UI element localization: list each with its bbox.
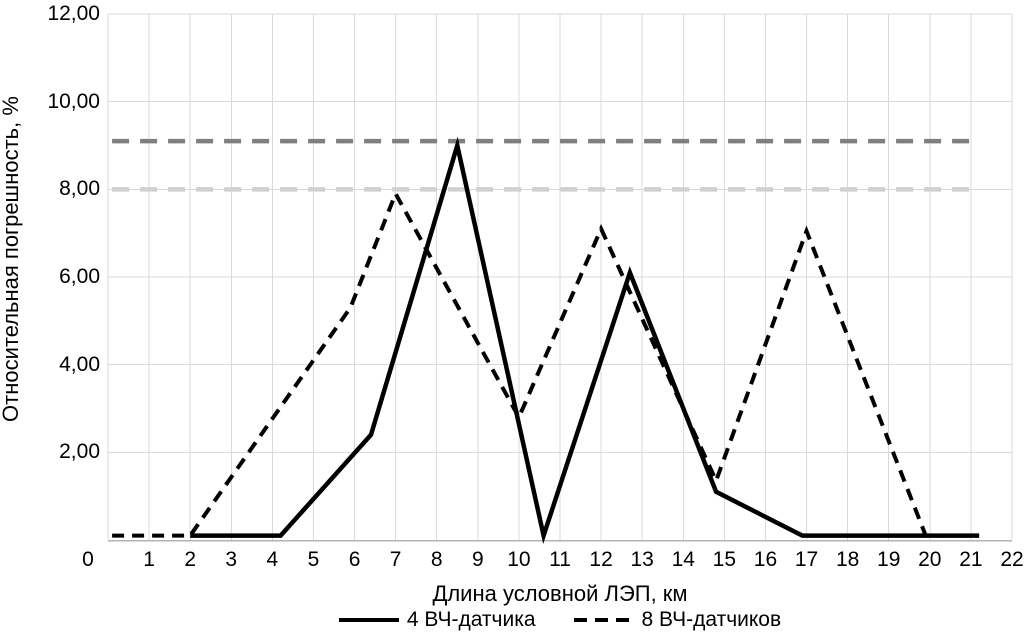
x-tick-label: 12 — [589, 548, 613, 571]
x-tick-label: 15 — [712, 548, 737, 571]
x-tick-label: 6 — [348, 548, 361, 571]
x-tick-label: 7 — [389, 548, 402, 571]
x-tick-label: 11 — [549, 548, 571, 571]
legend-label: 8 ВЧ-датчиков — [641, 608, 782, 631]
x-tick-label: 2 — [184, 548, 197, 571]
reference-threshold-lines — [112, 138, 971, 192]
y-tick-label: 8,00 — [59, 177, 100, 201]
x-tick-label: 14 — [671, 548, 695, 571]
x-tick-label: 18 — [835, 548, 860, 571]
legend-label: 4 ВЧ-датчика — [406, 608, 536, 631]
x-tick-label: 8 — [430, 548, 443, 571]
x-tick-label: 17 — [794, 548, 819, 571]
legend-item-4-sensors: 4 ВЧ-датчика — [338, 608, 536, 632]
solid-line-swatch — [338, 618, 399, 622]
y-axis-title: Относительная погрешность, % — [0, 96, 23, 422]
y-tick-label: 4,00 — [59, 352, 100, 376]
x-tick-label: 5 — [307, 548, 320, 571]
x-tick-label: 0 — [82, 548, 94, 571]
x-tick-label: 13 — [630, 548, 654, 571]
x-tick-label: 10 — [507, 548, 531, 571]
series-line-8-sensors — [112, 189, 980, 538]
x-tick-label: 19 — [877, 548, 901, 571]
y-tick-label: 10,00 — [47, 89, 100, 113]
series-line-4-sensors — [190, 136, 980, 545]
x-tick-label: 3 — [225, 548, 238, 571]
dashed-line-swatch — [573, 618, 634, 622]
x-tick-label: 16 — [753, 548, 778, 571]
x-tick-label: 4 — [266, 548, 279, 571]
x-tick-label: 22 — [1000, 548, 1024, 571]
y-tick-label: 2,00 — [59, 440, 100, 464]
x-tick-label: 21 — [959, 548, 983, 571]
data-series-lines — [112, 136, 980, 545]
y-tick-label: 6,00 — [59, 265, 100, 288]
x-tick-label: 20 — [918, 548, 942, 571]
x-axis-title: Длина условной ЛЭП, км — [432, 581, 688, 606]
x-tick-label: 1 — [143, 548, 155, 571]
legend-item-8-sensors: 8 ВЧ-датчиков — [573, 608, 782, 632]
x-tick-label: 9 — [471, 548, 484, 571]
y-tick-label: 12,00 — [47, 2, 100, 25]
horizontal-gridlines — [108, 13, 1012, 453]
legend: 4 ВЧ-датчика 8 ВЧ-датчиков — [108, 607, 1012, 633]
